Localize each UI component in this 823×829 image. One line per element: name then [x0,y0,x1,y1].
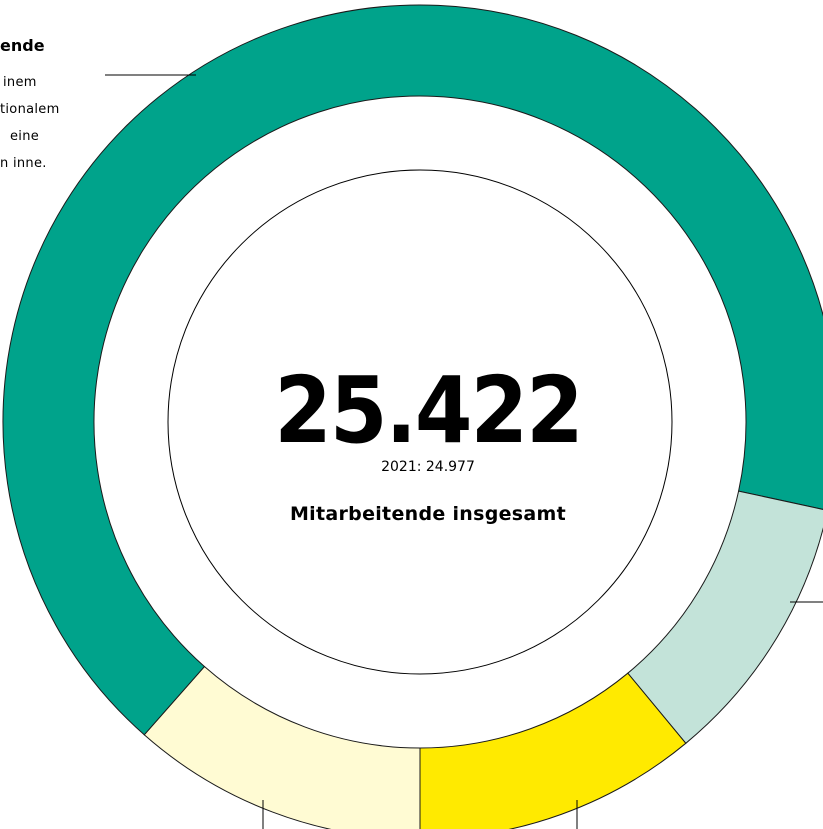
side-text: n inne. [0,156,47,171]
center-label: Mitarbeitende insgesamt [290,503,566,525]
side-text: eine [10,129,39,144]
side-text: inem [3,75,37,90]
donut-segment [2,4,823,736]
center-previous: 2021: 24.977 [381,459,475,475]
donut-segment [143,665,421,829]
donut-segment [419,672,687,829]
donut [2,4,823,829]
side-title: ende [0,36,45,55]
inner-circle [167,169,673,675]
donut-segment [627,490,823,745]
side-text: tionalem [0,102,60,117]
center-value: 25.422 [274,357,581,464]
